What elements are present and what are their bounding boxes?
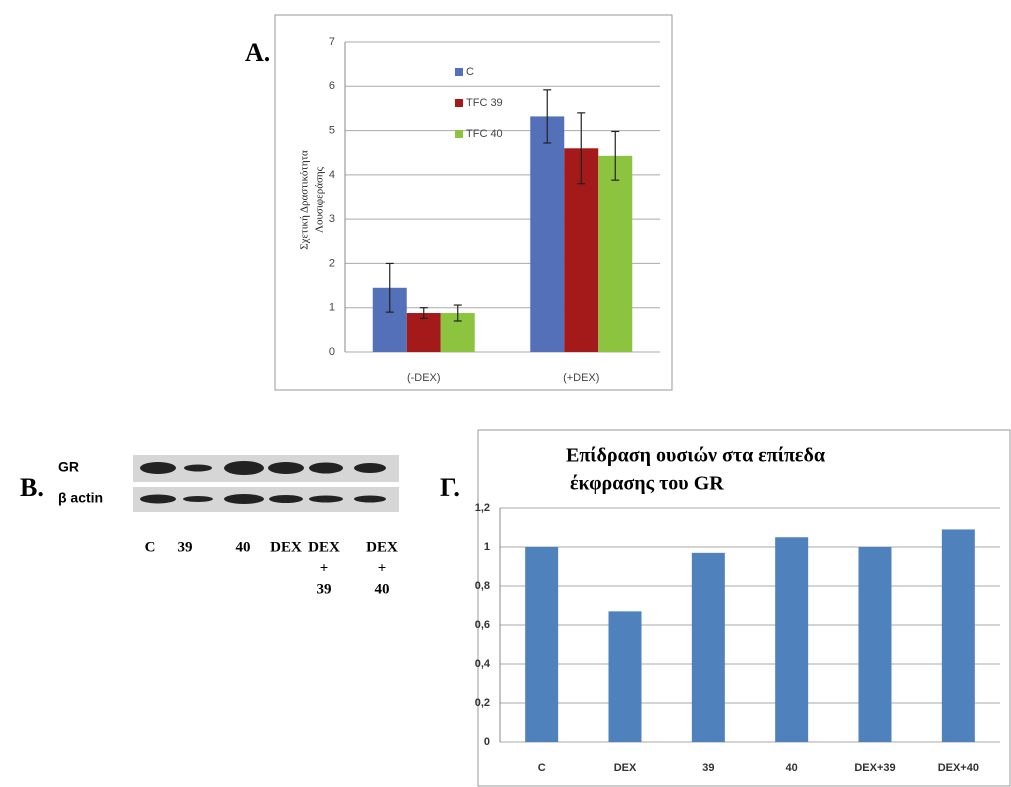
- y-tick-label: 1,2: [475, 502, 490, 514]
- blot-lane-label: 39: [178, 539, 193, 555]
- y-tick-label: 0,2: [475, 697, 490, 709]
- x-tick-label: (+DEX): [563, 372, 599, 384]
- bar: [525, 547, 559, 742]
- y-tick-label: 2: [329, 257, 335, 269]
- y-tick-label: 3: [329, 213, 335, 225]
- y-tick-label: 6: [329, 80, 335, 92]
- blot-lane-label: DEX: [366, 539, 398, 555]
- blot-lane-label: DEX: [270, 539, 302, 555]
- bar: [406, 313, 441, 352]
- x-tick-label: 39: [702, 762, 714, 774]
- panel-label: B.: [20, 473, 44, 502]
- bar: [691, 552, 725, 742]
- legend-swatch: [455, 99, 463, 107]
- legend-label: TFC 39: [466, 97, 503, 109]
- y-tick-label: 0: [484, 736, 490, 748]
- chart-c-frame: [477, 429, 1011, 787]
- chart-a-frame: [274, 14, 673, 391]
- bar: [598, 155, 633, 352]
- bar: [941, 529, 975, 742]
- blot-lane-label: 40: [375, 581, 390, 597]
- blot-lane-label: DEX: [308, 539, 340, 555]
- chart-title: Επίδραση ουσιών στα επίπεδα: [566, 445, 825, 467]
- bar: [858, 547, 892, 742]
- x-tick-label: C: [538, 762, 546, 774]
- y-tick-label: 5: [329, 124, 335, 136]
- y-axis-label: Λουσιφεράσης: [314, 166, 326, 233]
- y-tick-label: 0: [329, 346, 335, 358]
- y-tick-label: 1: [484, 541, 490, 553]
- blot-lane-label: 39: [317, 581, 332, 597]
- blot-row-label: β actin: [58, 490, 103, 506]
- x-tick-label: DEX+39: [854, 762, 895, 774]
- x-tick-label: (-DEX): [407, 372, 441, 384]
- y-tick-label: 0,8: [475, 580, 490, 592]
- bar: [608, 611, 642, 742]
- legend-swatch: [455, 68, 463, 76]
- y-tick-label: 1: [329, 302, 335, 314]
- blot-lane-label: 40: [236, 539, 251, 555]
- bar: [775, 537, 809, 742]
- y-tick-label: 4: [329, 169, 335, 181]
- legend-swatch: [455, 130, 463, 138]
- blot-lane-label: +: [378, 560, 387, 576]
- x-tick-label: 40: [786, 762, 798, 774]
- chart-title: έκφρασης του GR: [570, 473, 724, 495]
- y-tick-label: 0,4: [475, 658, 491, 670]
- western-blot: [133, 455, 399, 512]
- y-tick-label: 7: [329, 36, 335, 48]
- x-tick-label: DEX+40: [938, 762, 979, 774]
- bar: [530, 116, 565, 353]
- y-axis-label: Σχετική Δραστικότητα: [299, 150, 311, 250]
- bands: [140, 461, 386, 504]
- legend-label: TFC 40: [466, 128, 503, 140]
- blot-row-label: GR: [58, 459, 79, 475]
- blot-lane-label: +: [320, 560, 329, 576]
- y-tick-label: 0,6: [475, 619, 490, 631]
- legend-label: C: [466, 66, 474, 78]
- x-tick-label: DEX: [614, 762, 637, 774]
- panel-label: Γ.: [440, 473, 460, 502]
- panel-label: A.: [245, 38, 270, 67]
- blot-lane-label: C: [145, 539, 156, 555]
